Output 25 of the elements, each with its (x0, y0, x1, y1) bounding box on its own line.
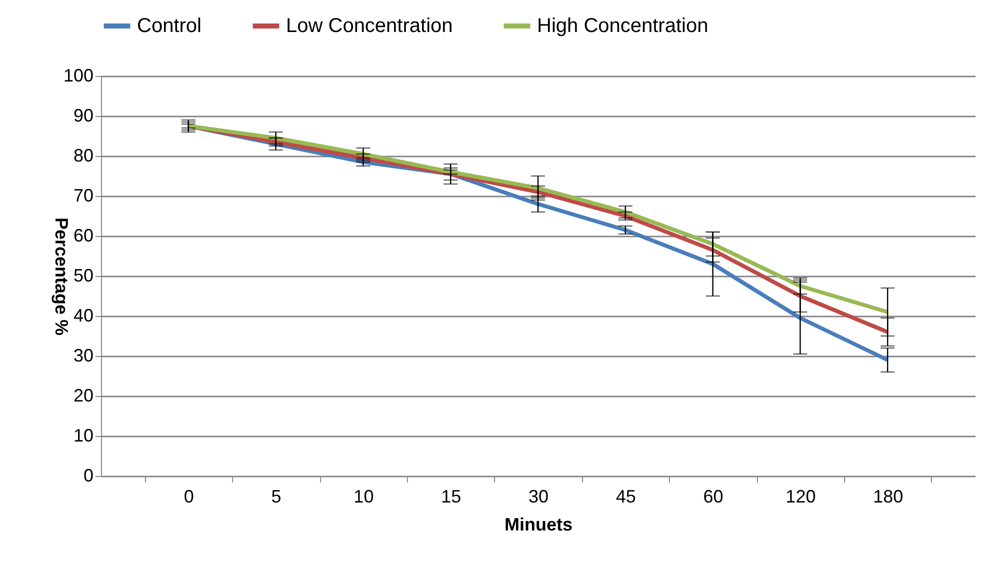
y-tick-label: 100 (63, 66, 94, 86)
y-axis-title: Percentage % (51, 217, 72, 336)
x-tick-label: 30 (528, 486, 549, 506)
y-tick-label: 70 (73, 186, 94, 206)
x-tick-label: 10 (354, 486, 374, 506)
y-tick-label: 0 (83, 466, 94, 486)
x-tick-label: 120 (786, 486, 816, 506)
x-tick-label: 0 (184, 486, 194, 506)
x-tick-label: 5 (271, 486, 282, 506)
y-tick-label: 30 (73, 346, 94, 366)
y-tick-label: 10 (73, 426, 94, 446)
y-tick-label: 60 (73, 226, 94, 246)
x-tick-label: 45 (616, 486, 636, 506)
y-tick-label: 90 (73, 106, 94, 126)
legend-label: High Concentration (537, 15, 708, 37)
y-tick-label: 50 (73, 266, 94, 286)
y-tick-label: 20 (73, 386, 94, 406)
x-axis-title: Minuets (504, 514, 573, 534)
y-tick-label: 80 (73, 146, 94, 166)
legend-label: Low Concentration (286, 15, 453, 37)
legend-label: Control (137, 15, 202, 37)
x-tick-label: 180 (873, 486, 904, 506)
y-tick-label: 40 (73, 306, 94, 326)
x-tick-label: 15 (441, 486, 462, 506)
x-tick-label: 60 (703, 486, 724, 506)
